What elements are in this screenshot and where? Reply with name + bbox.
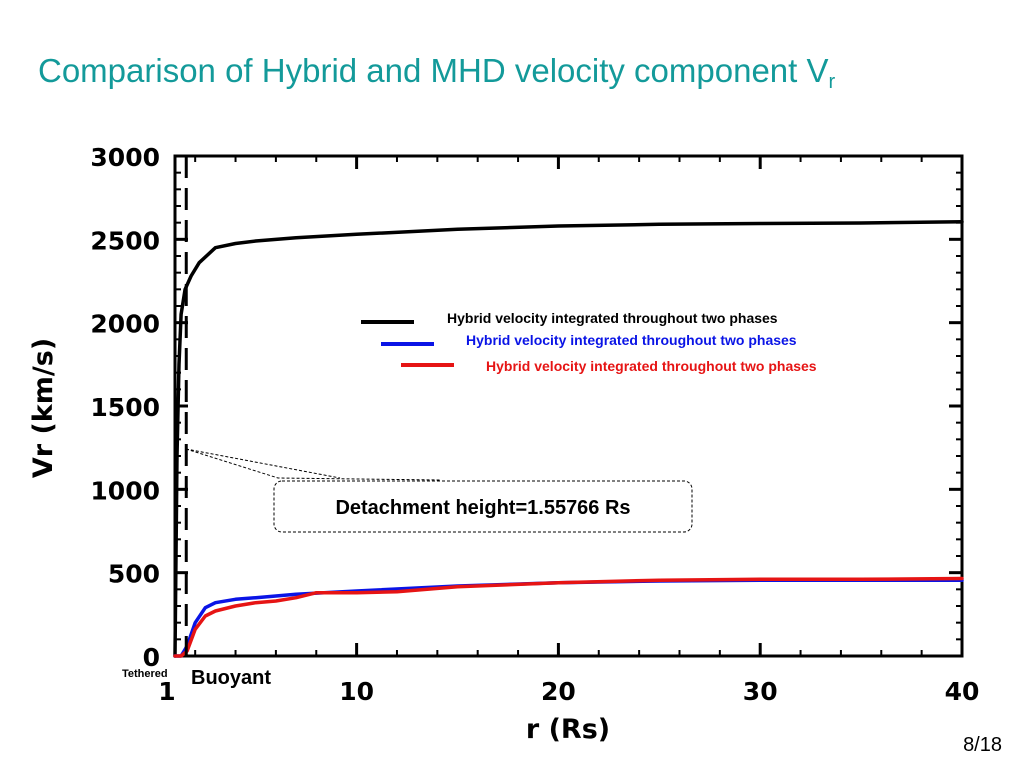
x-tick-labels: 1 10 20 30 40 — [158, 677, 979, 706]
x-tick-label: 1 — [158, 677, 175, 706]
series-line-black — [173, 220, 964, 658]
x-tick-label: 40 — [945, 677, 980, 706]
slide-title: Comparison of Hybrid and MHD velocity co… — [38, 52, 835, 94]
y-axis-label: Vr (km/s) — [28, 338, 59, 478]
tethered-label: Tethered — [122, 668, 168, 680]
x-tick-label: 20 — [541, 677, 576, 706]
detachment-callout-text: Detachment height=1.55766 Rs — [335, 497, 630, 519]
y-tick-label: 2500 — [90, 226, 160, 255]
buoyant-label: Buoyant — [191, 667, 271, 689]
y-tick-label: 3000 — [90, 143, 160, 172]
title-text: Comparison of Hybrid and MHD velocity co… — [38, 52, 829, 89]
series-lines — [173, 220, 964, 658]
x-tick-label: 10 — [339, 677, 374, 706]
legend-label-black: Hybrid velocity integrated throughout tw… — [447, 310, 778, 326]
legend-label-red: Hybrid velocity integrated throughout tw… — [486, 358, 817, 374]
y-tick-label: 1500 — [90, 393, 160, 422]
y-tick-labels: 0 500 1000 1500 2000 2500 3000 — [90, 143, 160, 672]
y-tick-label: 2000 — [90, 310, 160, 339]
title-subscript: r — [828, 71, 836, 93]
series-line-red — [173, 576, 964, 658]
x-axis-label: r (Rs) — [526, 714, 610, 745]
y-tick-label: 0 — [143, 643, 160, 672]
series-line-blue — [173, 578, 964, 658]
page-number: 8/18 — [963, 734, 1002, 756]
callout-leader — [185, 448, 441, 481]
legend-label-blue: Hybrid velocity integrated throughout tw… — [466, 332, 797, 348]
x-tick-label: 30 — [743, 677, 778, 706]
detachment-callout-box — [273, 480, 693, 533]
y-tick-label: 1000 — [90, 476, 160, 505]
y-tick-label: 500 — [108, 560, 160, 589]
callout-leader-2 — [185, 448, 341, 479]
